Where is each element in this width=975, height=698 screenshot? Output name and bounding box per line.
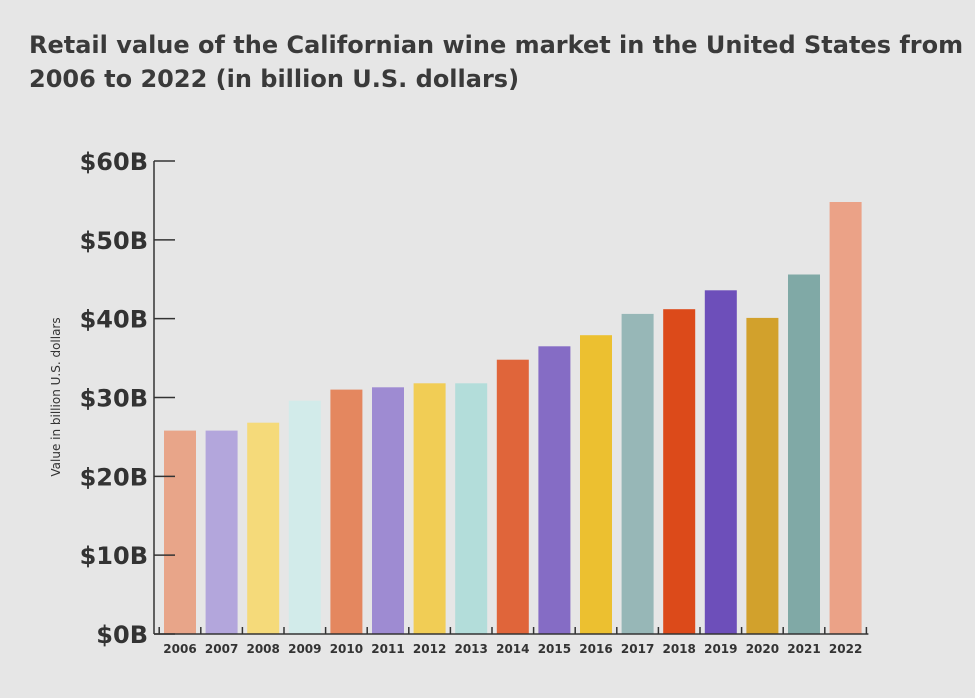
- x-tick-label-2020: 2020: [746, 642, 779, 656]
- bar-2010: [330, 389, 363, 634]
- x-tick-label-2008: 2008: [246, 642, 279, 656]
- bar-2011: [372, 387, 404, 634]
- x-tick-label-2012: 2012: [413, 642, 446, 656]
- x-tick-label-2009: 2009: [288, 642, 321, 656]
- y-tick-label: $10B: [80, 542, 148, 570]
- x-tick-label-2018: 2018: [662, 642, 695, 656]
- bar-2017: [621, 313, 654, 634]
- bar-2008: [247, 422, 280, 634]
- x-tick-label-2014: 2014: [496, 642, 529, 656]
- y-tick-label: $50B: [80, 227, 148, 255]
- x-tick-label-2007: 2007: [205, 642, 238, 656]
- y-tick-label: $40B: [80, 306, 148, 334]
- x-tick-label-2017: 2017: [621, 642, 654, 656]
- x-tick-label-2015: 2015: [538, 642, 571, 656]
- bar-2022: [829, 202, 862, 634]
- x-tick-label-2016: 2016: [579, 642, 612, 656]
- x-tick-label-2011: 2011: [371, 642, 404, 656]
- bar-2016: [580, 335, 612, 634]
- bar-2014: [496, 359, 529, 634]
- y-tick-label: $0B: [96, 621, 148, 649]
- chart-title: Retail value of the Californian wine mar…: [29, 28, 969, 96]
- bar-2019: [704, 290, 737, 634]
- bar-2006: [164, 430, 196, 634]
- bar-2018: [663, 309, 696, 634]
- bar-2021: [788, 274, 820, 634]
- bar-2009: [288, 400, 321, 634]
- x-tick-label-2022: 2022: [829, 642, 862, 656]
- chart-title-line-2: 2006 to 2022 (in billion U.S. dollars): [29, 65, 520, 93]
- y-tick-label: $30B: [80, 385, 148, 413]
- x-tick-label-2006: 2006: [163, 642, 196, 656]
- y-tick-label: $20B: [80, 463, 148, 491]
- x-tick-label-2019: 2019: [704, 642, 737, 656]
- bar-2020: [746, 317, 779, 634]
- x-tick-label-2013: 2013: [454, 642, 487, 656]
- x-tick-label-2021: 2021: [787, 642, 820, 656]
- bar-2012: [413, 383, 446, 634]
- x-tick-label-2010: 2010: [330, 642, 363, 656]
- bar-2015: [538, 346, 571, 634]
- y-tick-label: $60B: [80, 148, 148, 176]
- chart-title-line-1: Retail value of the Californian wine mar…: [29, 31, 964, 59]
- bar-2007: [205, 430, 238, 634]
- bar-2013: [455, 383, 488, 634]
